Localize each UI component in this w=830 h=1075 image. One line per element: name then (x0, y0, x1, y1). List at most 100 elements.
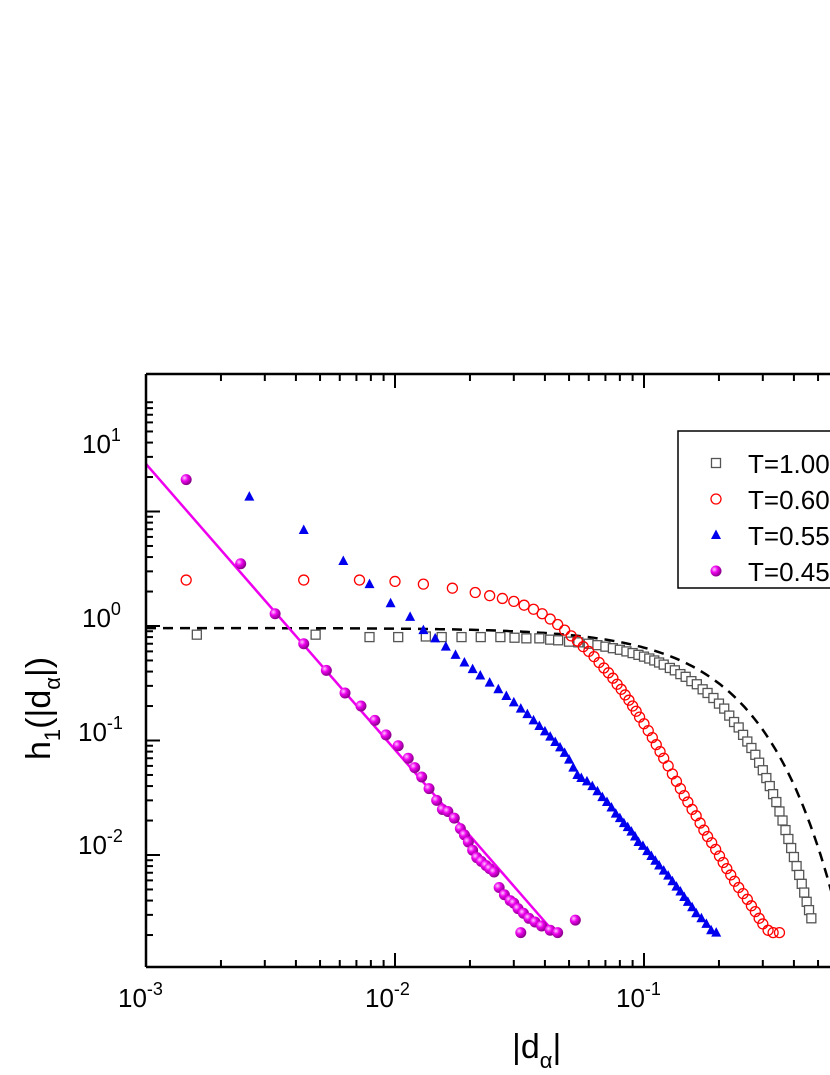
data-point-t055 (597, 791, 608, 802)
fit-lines (146, 463, 830, 936)
data-point-t055 (298, 524, 309, 534)
data-point-t100 (708, 692, 719, 704)
data-point-t055 (467, 663, 478, 674)
data-point-t100 (783, 833, 794, 845)
data-point-t100 (393, 631, 404, 643)
data-point-t045 (402, 752, 414, 764)
data-point-t100 (495, 631, 506, 643)
legend-marker-t060 (710, 493, 722, 505)
data-point-t100 (475, 631, 486, 643)
data-point-t100 (806, 913, 817, 924)
data-point-t055 (691, 907, 702, 918)
data-point-t060 (353, 574, 366, 586)
x-tick-labels: 10-3 10-2 10-1 (118, 979, 661, 1013)
legend-markers (710, 457, 722, 577)
data-point-t045 (536, 920, 548, 932)
fit-line-solid (146, 463, 558, 936)
y-tick-labels: 10-2 10-1 100 101 (78, 425, 123, 860)
data-point-t055 (646, 850, 657, 861)
data-point-t060 (710, 843, 722, 856)
data-point-t055 (528, 714, 539, 725)
data-point-t055 (475, 669, 486, 680)
data-point-t045 (339, 687, 351, 699)
data-point-t100 (552, 635, 564, 646)
data-point-t055 (701, 918, 712, 928)
data-point-t100 (310, 629, 321, 640)
data-point-t055 (501, 690, 512, 700)
data-point-t055 (592, 785, 603, 796)
data-point-t060 (717, 856, 729, 869)
data-point-t045 (431, 794, 443, 806)
data-point-t100 (456, 631, 467, 643)
y-tick-label: 10-1 (78, 713, 123, 747)
data-point-t055 (244, 491, 255, 501)
data-point-t055 (642, 845, 653, 856)
data-point-t055 (493, 683, 504, 694)
data-point-t045 (569, 914, 581, 926)
data-point-t045 (180, 474, 192, 486)
data-point-t060 (484, 590, 496, 602)
data-point-t060 (753, 912, 765, 924)
data-point-t045 (488, 866, 500, 878)
legend-label-t055: T=0.55 (748, 521, 830, 551)
data-point-t060 (544, 613, 556, 625)
data-point-t060 (773, 926, 786, 939)
data-point-t055 (539, 725, 550, 736)
series-t100 (191, 629, 817, 924)
data-point-t055 (610, 808, 621, 818)
data-point-t060 (749, 906, 761, 918)
data-point-t055 (629, 831, 640, 841)
series-t045 (180, 474, 581, 939)
data-point-t060 (698, 824, 710, 836)
data-point-t055 (559, 747, 570, 757)
data-point-t045 (448, 812, 460, 824)
data-point-t055 (405, 611, 416, 621)
data-point-t055 (687, 901, 698, 912)
data-point-t060 (678, 789, 690, 802)
data-point-t055 (385, 597, 396, 608)
data-point-t055 (633, 836, 644, 846)
data-point-t055 (550, 736, 561, 747)
data-point-t060 (674, 782, 687, 795)
data-point-t045 (392, 740, 404, 752)
data-point-t060 (737, 887, 749, 900)
legend-marker-t045 (710, 565, 722, 577)
data-point-t100 (786, 842, 797, 854)
data-point-t055 (601, 796, 612, 807)
data-point-t055 (418, 624, 429, 635)
data-point-t055 (515, 703, 526, 713)
data-point-t100 (788, 851, 800, 863)
data-point-t055 (682, 896, 693, 906)
data-point-t060 (741, 893, 753, 905)
data-point-t055 (663, 870, 674, 880)
legend-label-t045: T=0.45 (748, 557, 830, 587)
data-point-t045 (380, 729, 392, 741)
data-point-t060 (551, 618, 564, 631)
legend-marker-t055 (711, 529, 721, 539)
data-point-t060 (762, 924, 774, 936)
data-point-t055 (440, 641, 451, 651)
data-point-t060 (767, 926, 779, 939)
data-point-t060 (701, 830, 714, 843)
data-point-t100 (509, 632, 520, 643)
data-point-t060 (558, 624, 571, 636)
data-point-t060 (496, 592, 509, 605)
data-point-t055 (711, 927, 722, 937)
data-point-t100 (801, 896, 812, 907)
data-point-t060 (706, 837, 718, 849)
data-point-t055 (568, 762, 579, 772)
data-point-t055 (484, 677, 495, 687)
series-t055 (244, 491, 722, 937)
data-point-t060 (623, 694, 635, 706)
data-point-t100 (777, 815, 788, 826)
data-point-t100 (796, 878, 807, 889)
data-point-t045 (235, 558, 247, 570)
legend-label-t100: T=1.00 (748, 449, 830, 479)
data-point-t055 (364, 578, 375, 589)
data-point-t060 (389, 575, 401, 588)
data-point-t100 (799, 887, 810, 898)
data-point-t060 (694, 817, 706, 829)
data-point-t060 (654, 745, 666, 758)
data-point-t060 (180, 574, 192, 586)
x-tick-label: 10-2 (365, 979, 410, 1013)
